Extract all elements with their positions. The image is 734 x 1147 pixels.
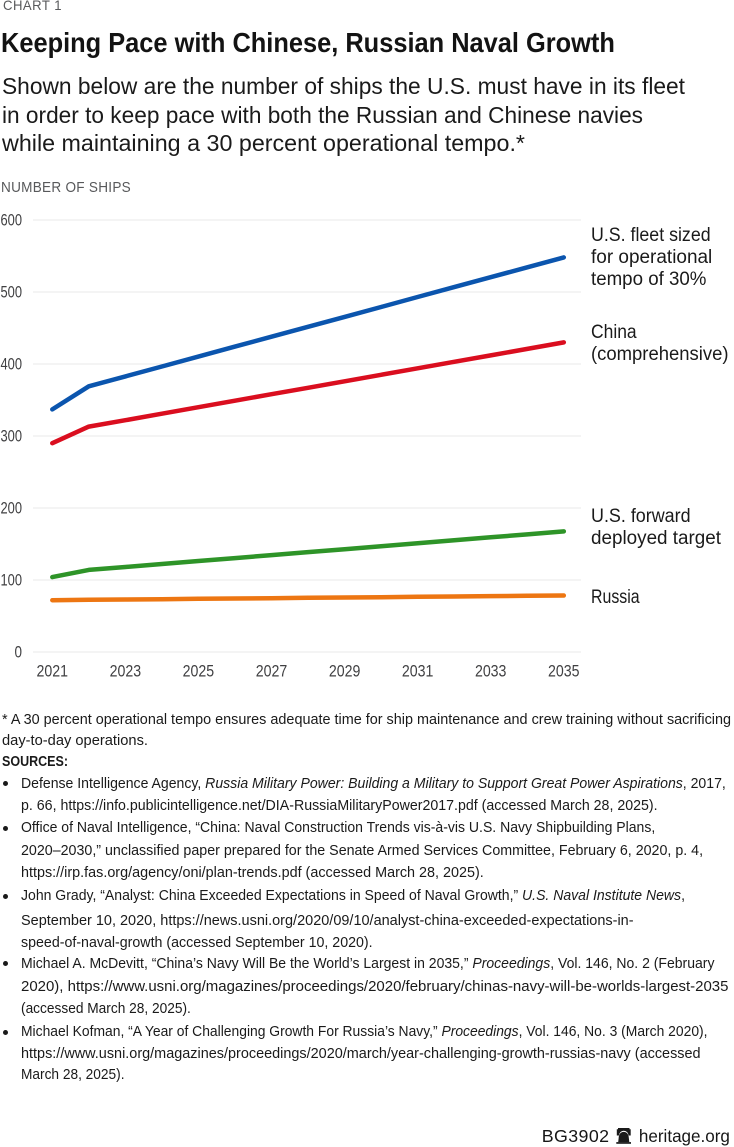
svg-text:0: 0 bbox=[15, 644, 23, 662]
svg-text:200: 200 bbox=[1, 500, 23, 518]
svg-text:2025: 2025 bbox=[183, 663, 215, 681]
svg-text:2033: 2033 bbox=[475, 663, 507, 681]
svg-text:2021: 2021 bbox=[37, 663, 69, 681]
svg-text:100: 100 bbox=[1, 572, 23, 590]
svg-text:2035: 2035 bbox=[548, 663, 580, 681]
svg-text:2027: 2027 bbox=[256, 663, 288, 681]
svg-text:300: 300 bbox=[1, 428, 23, 446]
svg-text:600: 600 bbox=[1, 212, 23, 230]
svg-text:500: 500 bbox=[1, 284, 23, 302]
svg-text:2023: 2023 bbox=[110, 663, 142, 681]
svg-text:2029: 2029 bbox=[329, 663, 361, 681]
svg-text:2031: 2031 bbox=[402, 663, 434, 681]
svg-text:400: 400 bbox=[1, 356, 23, 374]
